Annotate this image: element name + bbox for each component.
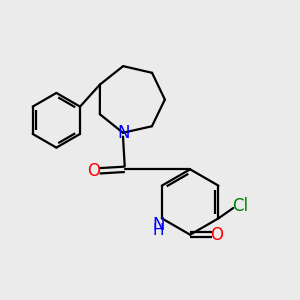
Text: N: N bbox=[117, 124, 130, 142]
Text: Cl: Cl bbox=[232, 196, 248, 214]
Text: N: N bbox=[152, 216, 164, 234]
Text: O: O bbox=[210, 226, 224, 244]
Text: O: O bbox=[88, 162, 100, 180]
Text: H: H bbox=[152, 223, 164, 238]
